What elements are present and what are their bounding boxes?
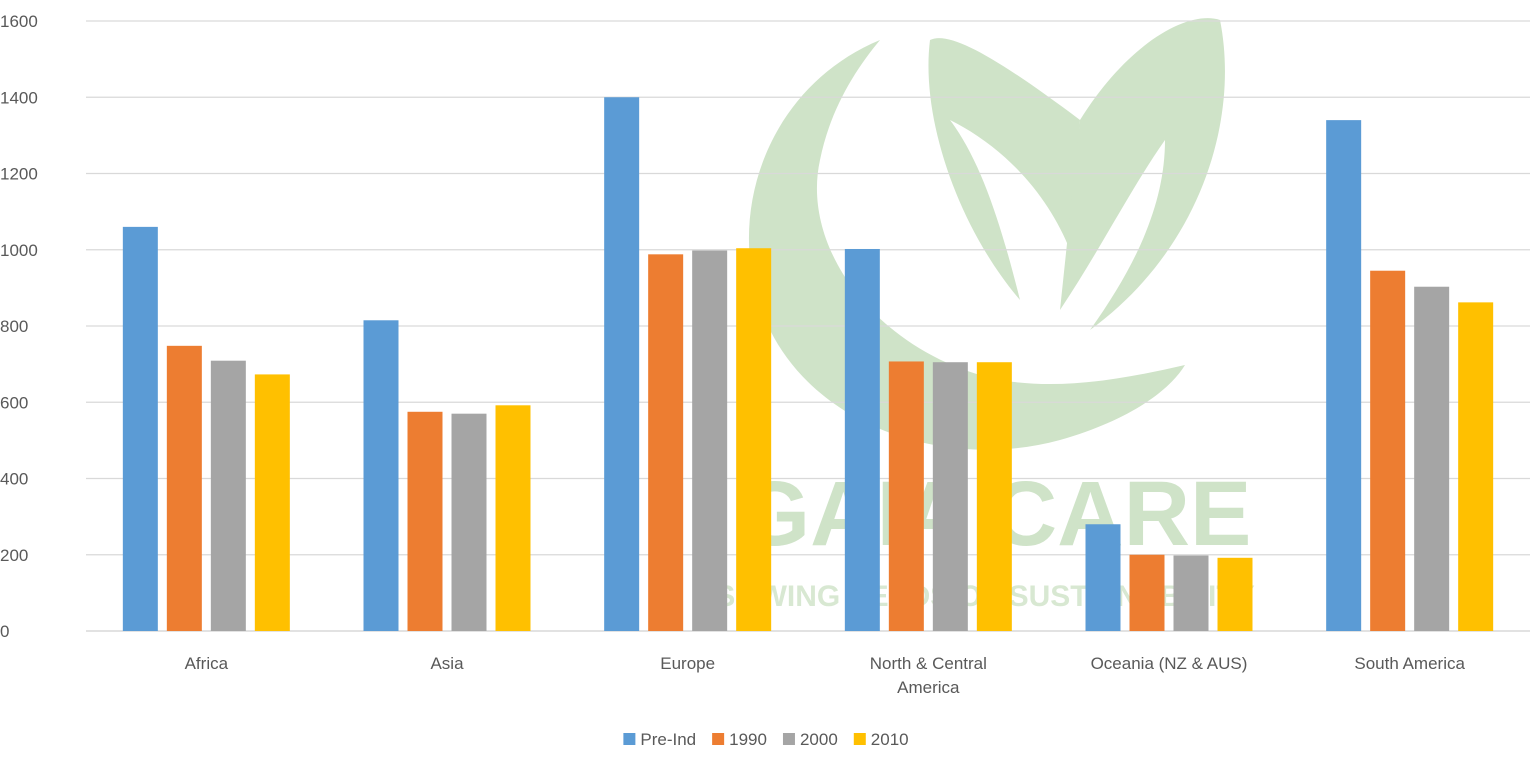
y-tick-label: 600 (0, 393, 28, 412)
bar (1370, 270, 1406, 631)
bar (736, 248, 772, 631)
bar (1173, 555, 1209, 631)
y-tick-label: 1000 (0, 241, 38, 260)
bar (122, 226, 158, 631)
bar (407, 411, 443, 631)
gridlines (86, 20, 1530, 632)
bar (1085, 524, 1121, 631)
bar (1458, 302, 1494, 631)
bar (166, 345, 202, 631)
legend-swatch (782, 733, 795, 745)
bar (451, 413, 487, 631)
x-category-label: Europe (660, 654, 715, 673)
legend-swatch (623, 733, 636, 745)
bar (1414, 286, 1450, 631)
bar (363, 320, 399, 631)
bar (888, 361, 924, 631)
x-category-label: America (897, 678, 960, 697)
y-tick-label: 1200 (0, 165, 38, 184)
y-tick-label: 1600 (0, 12, 38, 31)
legend-label: Pre-Ind (640, 730, 696, 749)
x-category-label: South America (1354, 654, 1465, 673)
x-axis-labels: Africa Asia Europe North & Central America Oc… (185, 654, 1466, 697)
bar (976, 362, 1012, 631)
bar (1217, 557, 1253, 631)
bar (604, 97, 640, 631)
x-category-label: North & Central (870, 654, 987, 673)
bar (692, 250, 728, 631)
legend: Pre-Ind 1990 2000 2010 (623, 730, 909, 749)
x-category-label: Oceania (NZ & AUS) (1091, 654, 1248, 673)
y-tick-label: 0 (0, 622, 9, 641)
x-category-label: Asia (430, 654, 464, 673)
bar (1326, 120, 1362, 631)
bar (495, 405, 531, 631)
y-tick-label: 400 (0, 470, 28, 489)
bar (844, 248, 880, 632)
legend-swatch (853, 733, 866, 745)
bar (932, 362, 968, 631)
bars (122, 97, 1494, 632)
y-tick-label: 1400 (0, 88, 38, 107)
bar (1129, 554, 1165, 631)
bar (648, 254, 684, 631)
x-category-label: Africa (185, 654, 229, 673)
bar (254, 374, 290, 631)
y-axis-ticks: 0 200 400 600 800 1000 1200 1400 1600 (0, 12, 38, 641)
legend-swatch (712, 733, 725, 745)
y-tick-label: 200 (0, 546, 28, 565)
legend-label: 1990 (729, 730, 767, 749)
legend-label: 2000 (800, 730, 838, 749)
legend-label: 2010 (871, 730, 909, 749)
bar (210, 360, 246, 631)
watermark-leaf-left (928, 38, 1080, 301)
y-tick-label: 800 (0, 317, 28, 336)
